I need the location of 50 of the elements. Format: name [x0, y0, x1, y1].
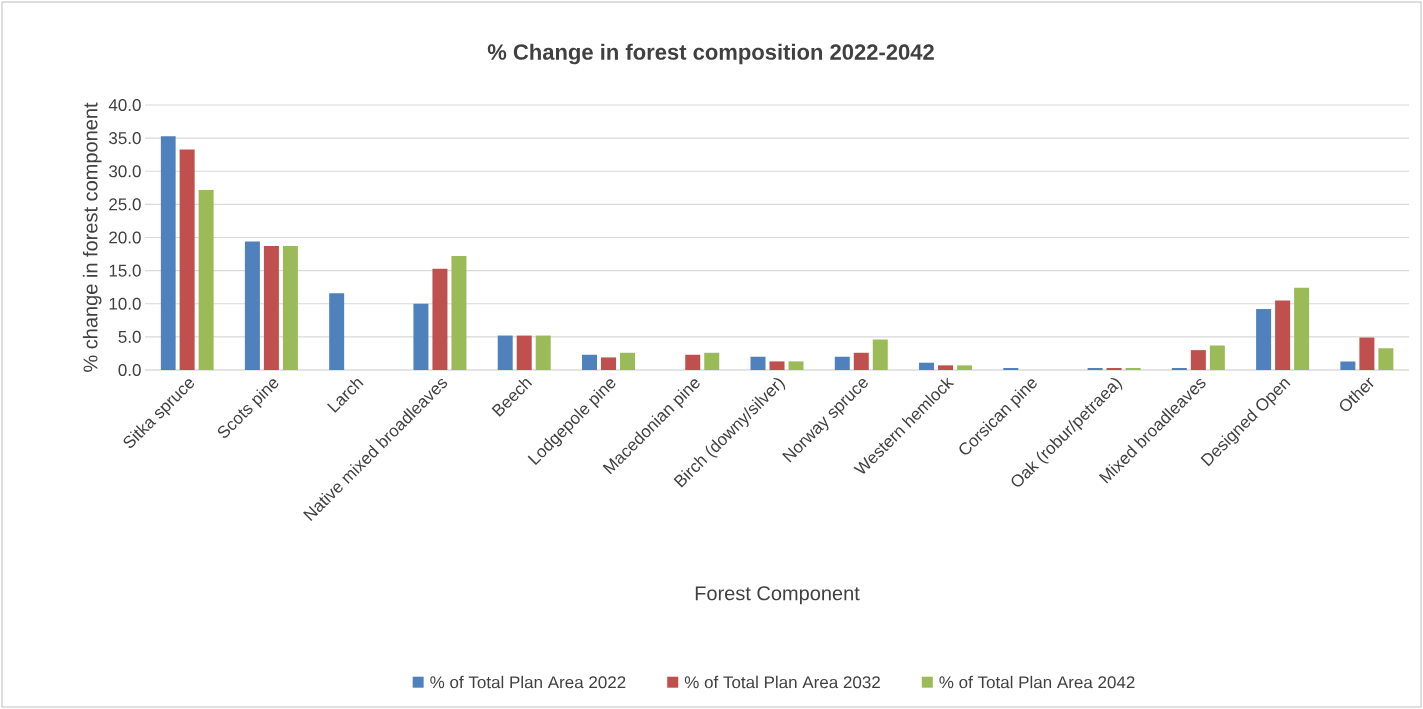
- y-tick-label: 25.0: [109, 198, 141, 211]
- y-tick-label: 40.0: [108, 98, 141, 112]
- legend-label: % of Total Plan Area 2032: [684, 675, 880, 689]
- bar: [451, 256, 467, 370]
- bar: [600, 357, 616, 370]
- bar: [329, 293, 345, 370]
- bar: [263, 246, 279, 370]
- bar: [179, 149, 195, 370]
- bar: [1359, 337, 1375, 370]
- bar: [516, 335, 532, 370]
- y-tick-label: 20.0: [109, 231, 141, 244]
- bar: [1275, 300, 1291, 370]
- legend-label: % of Total Plan Area 2042: [939, 675, 1135, 689]
- y-tick-label: 0.0: [118, 363, 141, 377]
- legend-label: % of Total Plan Area 2022: [430, 675, 626, 689]
- y-tick-label: 35.0: [109, 132, 141, 145]
- y-tick-label: 10.0: [109, 297, 141, 310]
- bar: [750, 356, 766, 370]
- bar: [432, 268, 448, 370]
- y-tick-label: 15.0: [109, 264, 141, 277]
- bar: [1294, 287, 1310, 370]
- bar: [704, 352, 720, 370]
- bar: [413, 303, 429, 370]
- bar: [244, 241, 260, 370]
- bar: [160, 136, 176, 370]
- y-tick-label: 5.0: [118, 330, 141, 343]
- chart-title: % Change in forest composition 2022-2042: [487, 43, 934, 65]
- bar: [497, 335, 513, 370]
- bar: [1190, 350, 1206, 370]
- bar: [1340, 361, 1356, 370]
- bar: [535, 335, 551, 370]
- bar: [834, 356, 850, 370]
- bar: [957, 365, 973, 370]
- y-tick-label: 30.0: [109, 165, 141, 178]
- bar: [872, 339, 888, 370]
- bar: [938, 365, 954, 370]
- bar: [769, 361, 785, 370]
- x-axis-title: Forest Component: [695, 586, 860, 605]
- bar: [788, 361, 804, 370]
- y-axis-title: % change in forest component: [82, 102, 102, 372]
- bar: [1378, 348, 1394, 370]
- bar: [282, 246, 298, 370]
- bar: [1209, 345, 1225, 370]
- bar: [919, 362, 935, 370]
- bar: [198, 189, 214, 370]
- bar: [581, 354, 597, 370]
- bar: [1256, 309, 1272, 370]
- bar: [685, 354, 701, 370]
- bar: [853, 352, 869, 370]
- bar: [619, 352, 635, 370]
